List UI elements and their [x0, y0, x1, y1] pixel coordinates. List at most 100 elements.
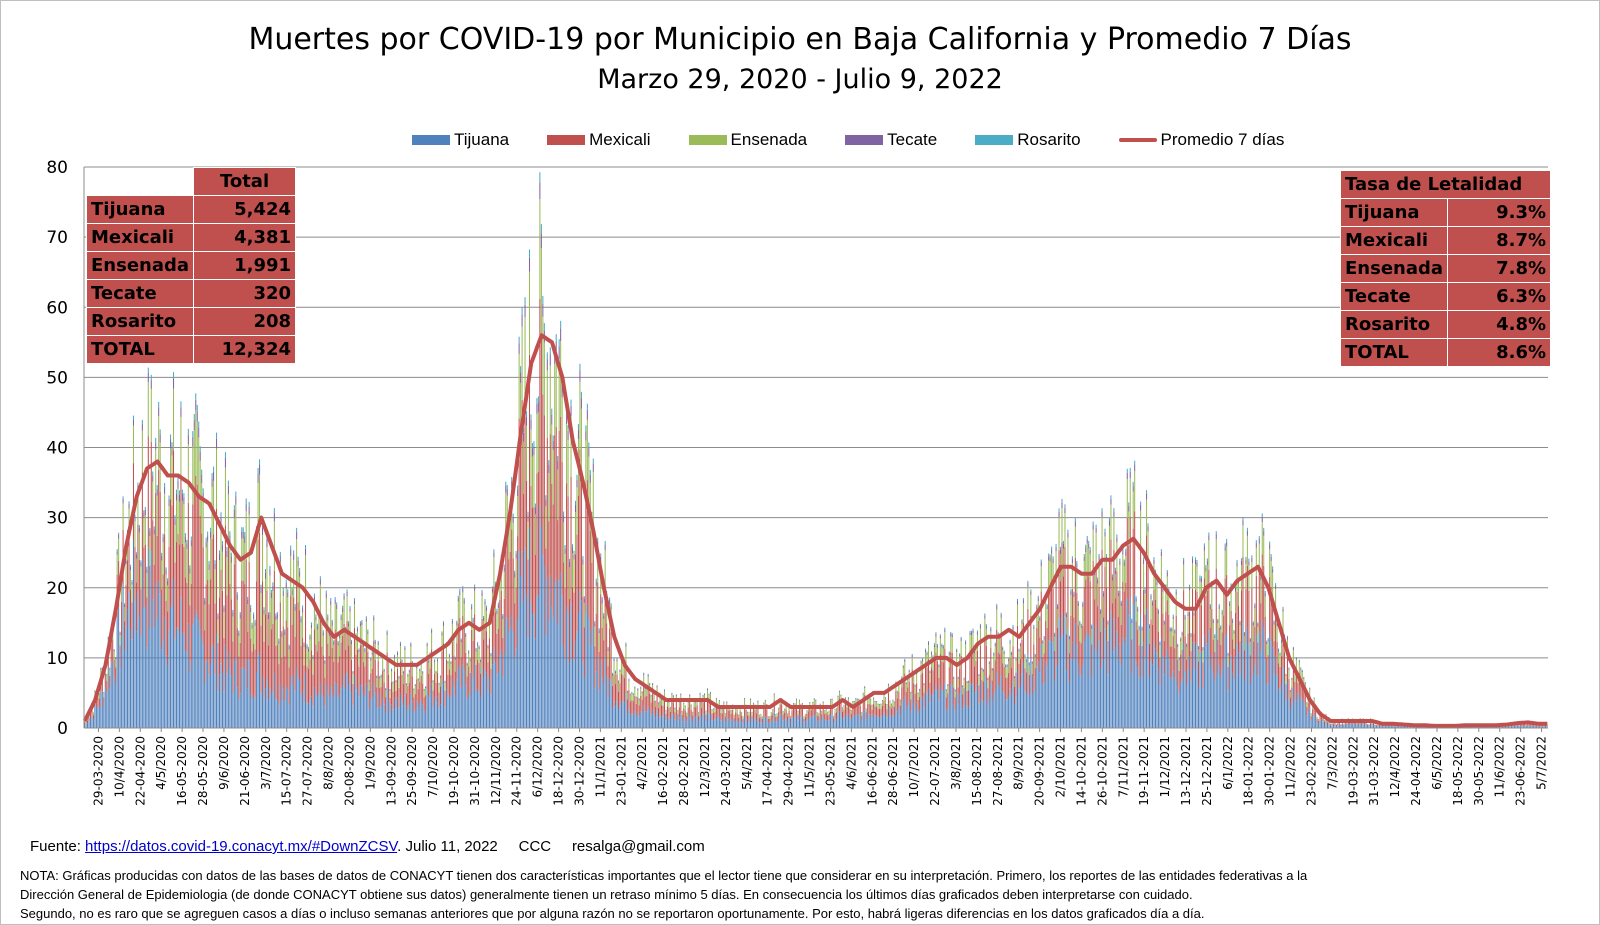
bar-segment-tecate: [681, 711, 683, 712]
bar-segment-tecate: [800, 704, 802, 705]
bar-segment-rosarito: [1082, 601, 1084, 604]
bar-segment-rosarito: [626, 690, 628, 692]
bar-segment-mexicali: [1101, 549, 1103, 619]
bar-segment-rosarito: [911, 653, 913, 656]
bar-segment-mexicali: [383, 682, 385, 705]
bar-segment-tijuana: [767, 723, 769, 728]
bar-segment-tijuana: [217, 691, 219, 728]
bar-segment-ensenada: [1326, 721, 1329, 723]
bar-segment-tecate: [1281, 640, 1283, 643]
bar-segment-tijuana: [739, 719, 741, 728]
bar-segment-tijuana: [668, 717, 670, 728]
bar-segment-ensenada: [1088, 548, 1090, 577]
bar-segment-tijuana: [281, 700, 283, 728]
bar-segment-mexicali: [850, 713, 852, 720]
bar-segment-tijuana: [250, 693, 252, 728]
bar-segment-mexicali: [902, 678, 904, 700]
bar-segment-rosarito: [840, 694, 842, 696]
bar-segment-tecate: [368, 680, 370, 682]
bar-segment-tijuana: [755, 720, 757, 728]
bar-segment-mexicali: [540, 339, 542, 527]
bar-segment-mexicali: [202, 547, 204, 645]
bar-segment-mexicali: [687, 707, 689, 718]
bar-segment-tijuana: [137, 593, 139, 728]
bar-segment-ensenada: [453, 640, 455, 656]
bar-segment-mexicali: [417, 689, 419, 708]
bar-segment-mexicali: [1183, 590, 1185, 643]
bar-segment-rosarito: [1018, 648, 1020, 650]
bar-segment-rosarito: [170, 434, 172, 440]
bar-segment-tecate: [217, 615, 219, 620]
bar-segment-tijuana: [1008, 696, 1010, 728]
bar-segment-tijuana: [876, 715, 878, 728]
bar-segment-mexicali: [1276, 642, 1278, 675]
bar-segment-tecate: [954, 690, 956, 692]
bar-segment-mexicali: [1243, 650, 1245, 680]
bar-segment-tijuana: [232, 692, 234, 728]
bar-segment-tijuana: [1162, 657, 1164, 728]
bar-segment-ensenada: [1193, 615, 1195, 634]
bar-segment-ensenada: [1272, 572, 1274, 598]
bar-segment-tijuana: [704, 714, 706, 728]
bar-segment-tijuana: [815, 715, 817, 728]
bar-segment-mexicali: [631, 700, 633, 714]
bar-segment-mexicali: [1147, 562, 1149, 626]
bar-segment-tijuana: [391, 704, 393, 728]
bar-segment-tijuana: [248, 660, 250, 728]
legend-item: Tecate: [845, 130, 937, 150]
bar-segment-tecate: [1162, 588, 1164, 593]
bar-segment-ensenada: [290, 556, 292, 596]
bar-segment-mexicali: [766, 709, 768, 719]
bar-segment-tijuana: [218, 674, 221, 728]
bar-segment-ensenada: [1094, 575, 1096, 600]
bar-segment-mexicali: [368, 690, 370, 709]
bar-segment-ensenada: [1027, 586, 1029, 609]
bar-segment-rosarito: [275, 613, 277, 616]
bar-segment-tijuana: [856, 714, 858, 728]
bar-segment-tecate: [1273, 622, 1275, 625]
bar-segment-tijuana: [887, 707, 889, 728]
bar-segment-tecate: [356, 628, 358, 632]
bar-segment-ensenada: [665, 710, 667, 715]
bar-segment-rosarito: [542, 296, 544, 304]
bar-segment-rosarito: [930, 651, 932, 653]
bar-segment-ensenada: [316, 629, 318, 652]
bar-segment-tijuana: [208, 674, 210, 728]
bar-segment-tijuana: [506, 618, 508, 728]
bar-segment-ensenada: [505, 492, 507, 534]
bar-segment-tijuana: [978, 703, 980, 728]
bar-segment-tecate: [1291, 678, 1293, 680]
bar-segment-rosarito: [1151, 600, 1154, 603]
bar-segment-mexicali: [1206, 590, 1208, 644]
bar-segment-ensenada: [879, 705, 881, 710]
bar-segment-tijuana: [616, 701, 618, 728]
bar-segment-mexicali: [932, 670, 934, 696]
bar-segment-ensenada: [660, 700, 663, 706]
bar-segment-mexicali: [649, 693, 651, 710]
bar-segment-tijuana: [1183, 642, 1185, 728]
bar-segment-ensenada: [178, 501, 180, 545]
bar-segment-mexicali: [856, 704, 858, 715]
legend-item: Ensenada: [688, 130, 807, 150]
bar-segment-tecate: [267, 614, 269, 620]
bar-segment-tijuana: [1192, 642, 1194, 728]
bar-segment-tijuana: [1499, 726, 1501, 728]
bar-segment-tijuana: [738, 722, 740, 728]
bar-segment-mexicali: [987, 688, 989, 706]
bar-segment-tecate: [273, 513, 275, 522]
bar-segment-mexicali: [236, 628, 238, 688]
bar-segment-mexicali: [264, 614, 266, 689]
bar-segment-mexicali: [279, 602, 281, 685]
bar-segment-tijuana: [350, 692, 353, 728]
bar-segment-tecate: [877, 703, 879, 705]
bar-segment-tijuana: [109, 688, 111, 728]
bar-segment-tecate: [1199, 577, 1201, 582]
bar-segment-tecate: [178, 494, 180, 502]
bar-segment-ensenada: [1137, 611, 1139, 630]
bar-segment-tijuana: [816, 720, 818, 728]
bar-segment-ensenada: [358, 652, 360, 667]
bar-segment-mexicali: [874, 706, 876, 716]
bar-segment-tecate: [558, 346, 560, 359]
bar-segment-mexicali: [1202, 662, 1204, 688]
bar-segment-tecate: [172, 378, 175, 389]
